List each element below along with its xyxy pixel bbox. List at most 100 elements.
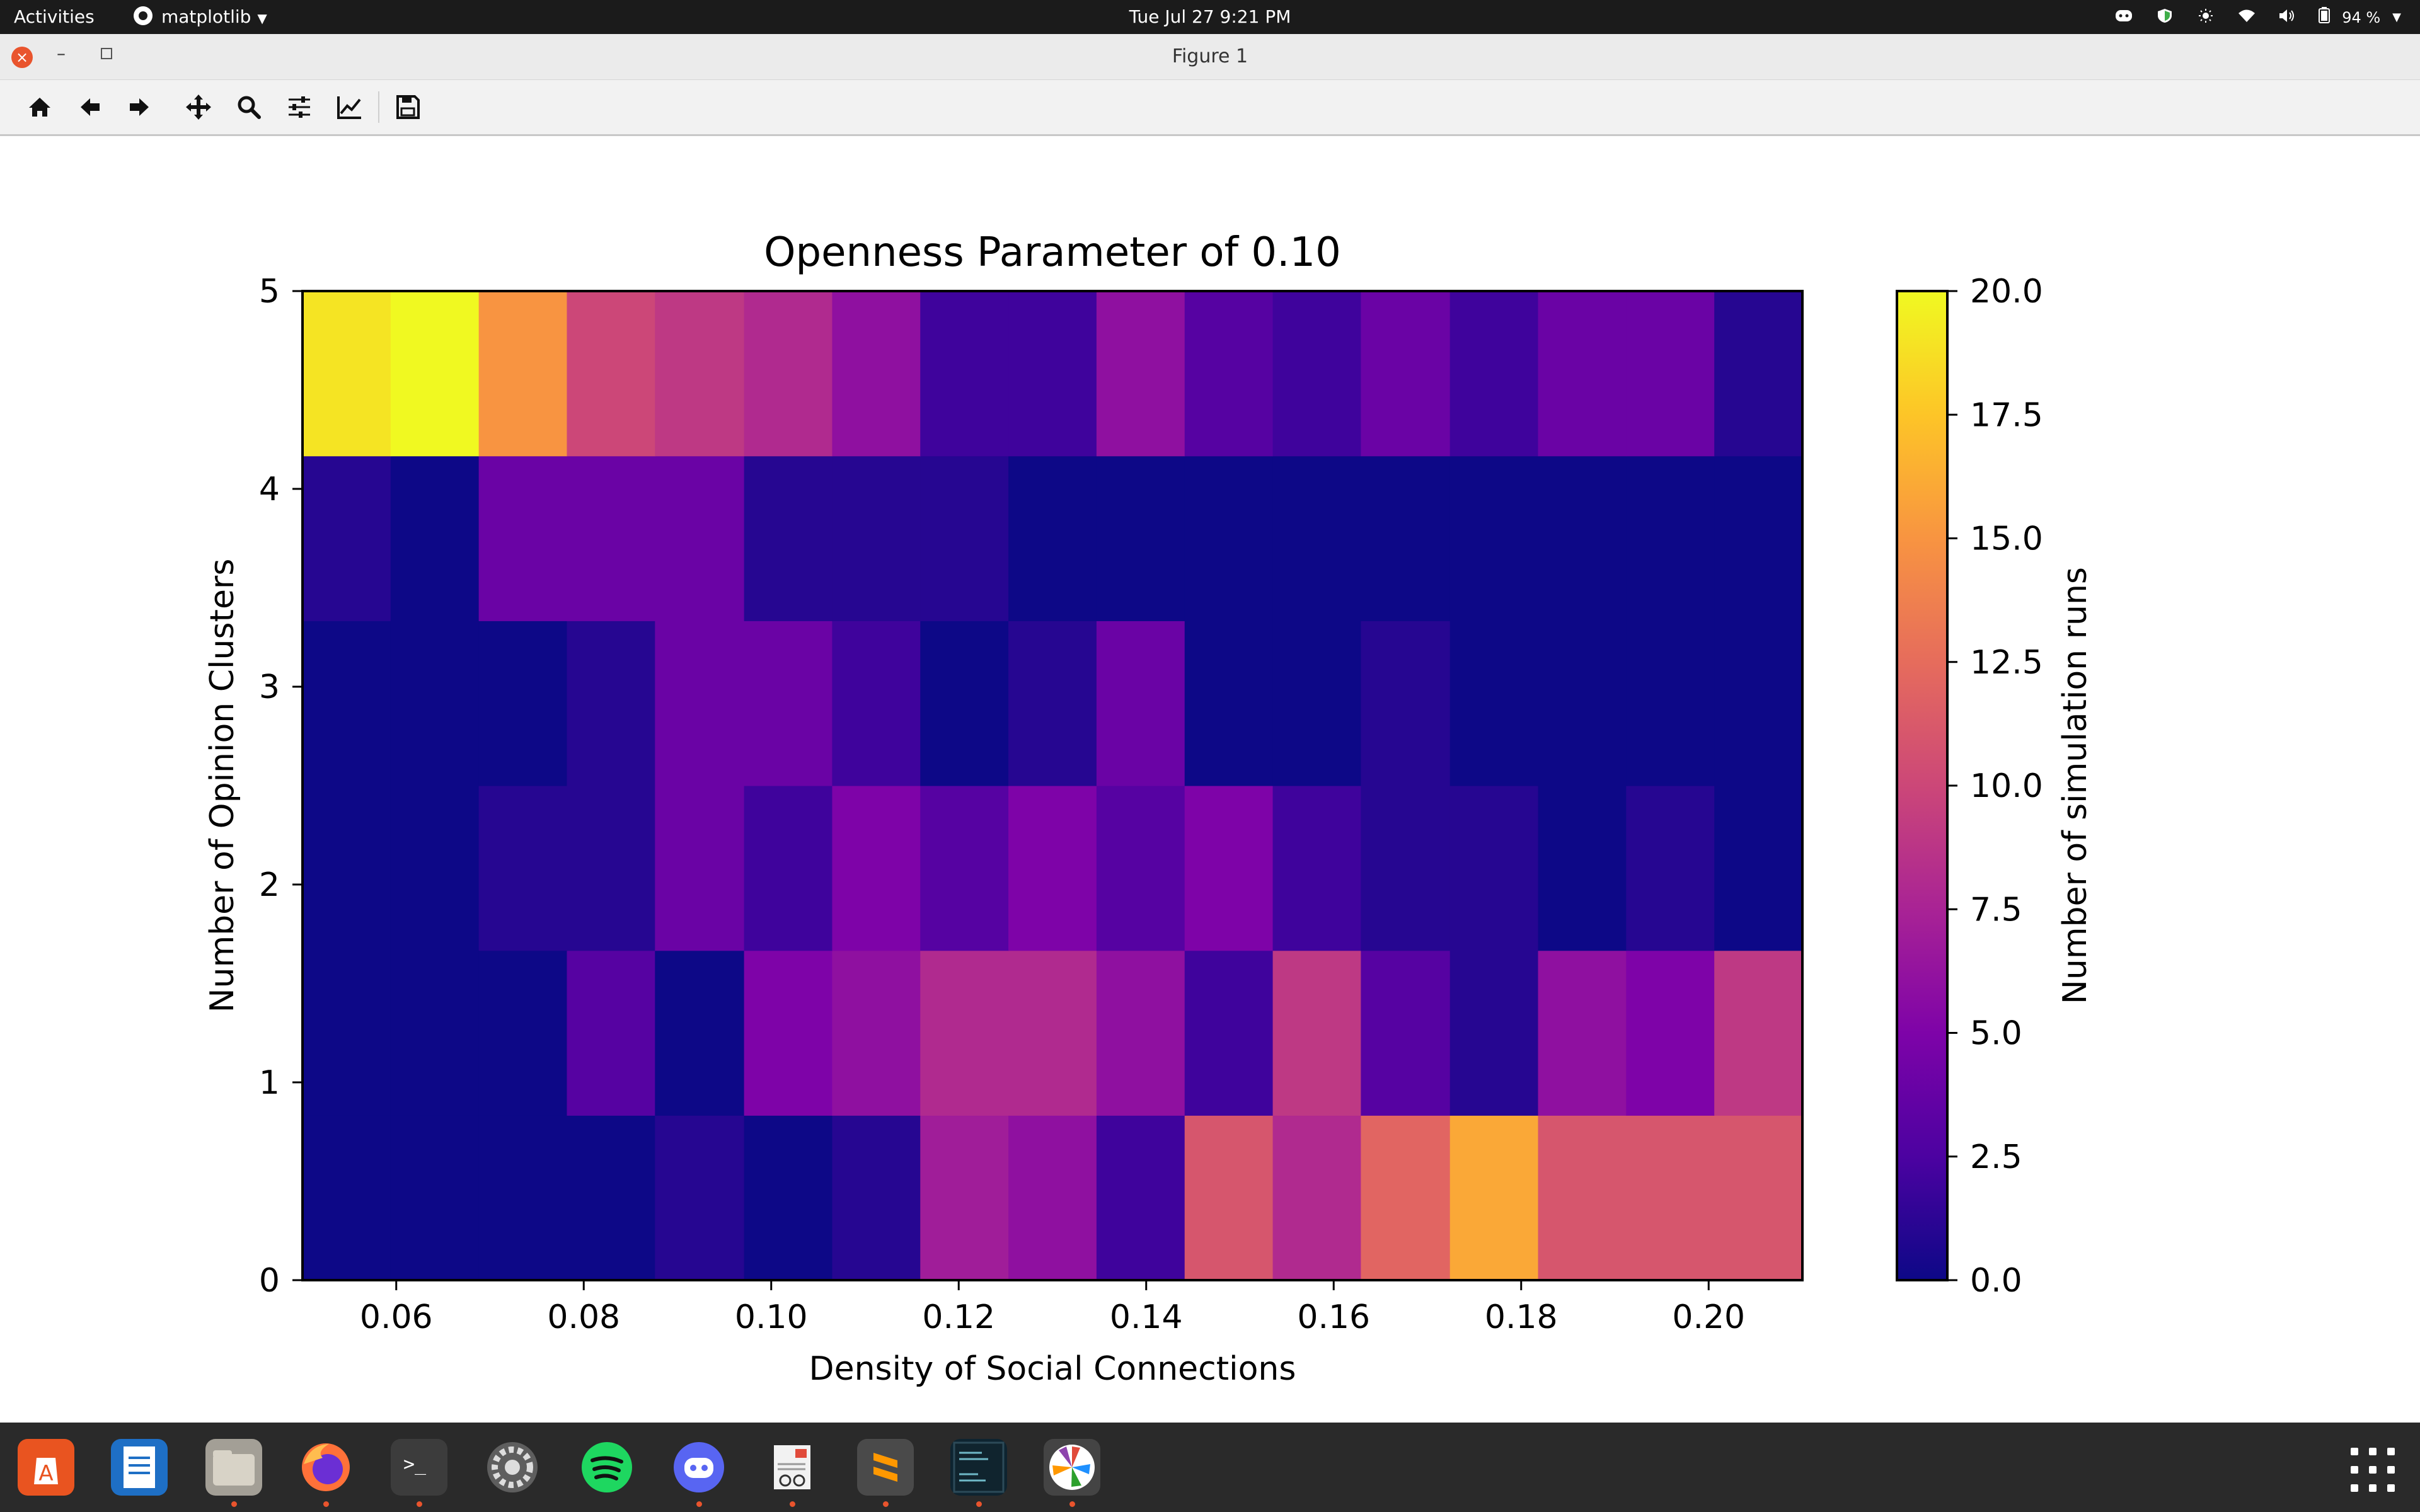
figure-canvas[interactable]: Openness Parameter of 0.10 0.06 0.08 0.10 0… [0,136,2420,1423]
spotify-icon[interactable] [579,1439,635,1496]
shield-icon[interactable] [2155,1,2174,35]
document-viewer-icon[interactable] [764,1439,821,1507]
heatmap-cell [567,291,655,457]
save-figure-icon[interactable] [393,93,422,122]
firefox-icon[interactable] [297,1439,354,1507]
system-tray[interactable]: 94 % ▼ [2098,0,2401,34]
close-window-button[interactable]: × [11,47,33,68]
chevron-down-icon: ▼ [257,11,267,26]
sublime-text-icon[interactable] [857,1439,914,1507]
heatmap-cell [920,950,1009,1116]
x-tick-label: 0.14 [1110,1298,1183,1336]
heatmap-cell [1449,455,1539,621]
heatmap-cell [1184,786,1274,951]
heatmap-cell [1096,1115,1185,1281]
heatmap-cell [1096,786,1185,951]
ubuntu-software-icon[interactable]: A [18,1439,74,1496]
heatmap-cell [1184,621,1274,786]
pan-move-icon[interactable] [184,93,213,122]
heatmap-cell [1538,786,1627,951]
heatmap-cell [478,786,568,951]
colorbar [1896,290,1949,1281]
app-menu-label: matplotlib [161,6,251,27]
heatmap-cell [390,950,480,1116]
heatmap-cell [567,1115,655,1281]
colorbar-tick-label: 20.0 [1970,273,2043,311]
y-tick-label: 2 [259,866,280,904]
edit-axes-icon[interactable] [335,93,364,122]
colorbar-tick-label: 10.0 [1970,767,2043,805]
heatmap-cell [302,786,391,951]
top-bar: Activities matplotlib ▼ Tue Jul 27 9:21 P… [0,0,2420,34]
window-title: Figure 1 [1172,45,1248,67]
chevron-down-icon[interactable]: ▼ [2392,11,2401,24]
heatmap-cell [390,291,480,457]
heatmap-cell [832,950,921,1116]
plot-frame [301,290,1804,1281]
app-menu[interactable]: matplotlib ▼ [134,0,267,34]
terminal-icon[interactable]: >_ [391,1439,447,1507]
window-title-bar[interactable]: × – Figure 1 [0,34,2420,80]
discord-icon[interactable] [671,1439,727,1507]
heatmap-cell [1538,291,1627,457]
heatmap-cell [1008,455,1097,621]
heatmap-cell [1008,786,1097,951]
forward-arrow-icon[interactable] [125,93,154,122]
heatmap-cell [390,455,480,621]
heatmap-cell [832,1115,921,1281]
colorbar-tick-label: 17.5 [1970,396,2043,434]
heatmap-cell [920,291,1009,457]
y-tick-label: 3 [259,668,280,706]
heatmap-cell [1008,291,1097,457]
matplotlib-app-icon [134,6,153,25]
back-arrow-icon[interactable] [76,93,105,122]
brightness-icon[interactable] [2196,1,2215,35]
heatmap-cell [1272,950,1361,1116]
discord-tray-icon[interactable] [2114,1,2133,35]
heatmap-cell [302,950,391,1116]
heatmap-cell [1096,621,1185,786]
heatmap-cell [567,950,655,1116]
activities-button[interactable]: Activities [14,6,95,27]
heatmap-cell [1626,455,1715,621]
heatmap-cell [1626,1115,1715,1281]
subplots-configure-icon[interactable] [285,93,314,122]
heatmap-cell [920,455,1009,621]
svg-text:>_: >_ [403,1453,427,1475]
volume-icon[interactable] [2278,1,2296,35]
heatmap-cell [1184,291,1274,457]
x-tick-label: 0.12 [922,1298,995,1336]
heatmap-cell [567,621,655,786]
libreoffice-writer-icon[interactable] [111,1439,168,1496]
battery-icon[interactable] [2319,1,2331,35]
heatmap-cell [832,621,921,786]
clock[interactable]: Tue Jul 27 9:21 PM [1129,6,1291,27]
settings-icon[interactable] [484,1439,541,1496]
wifi-icon[interactable] [2237,1,2256,35]
heatmap-cell [1449,950,1539,1116]
heatmap-cell [832,291,921,457]
heatmap-chart[interactable]: Openness Parameter of 0.10 0.06 0.08 0.10 0… [0,136,2420,1423]
home-icon[interactable] [25,93,54,122]
heatmap-cell [1626,621,1715,786]
zoom-magnifier-icon[interactable] [234,93,263,122]
heatmap-cell [1626,786,1715,951]
heatmap-cell [1361,1115,1451,1281]
svg-text:A: A [38,1461,53,1486]
x-tick-label: 0.16 [1297,1298,1370,1336]
files-icon[interactable] [205,1439,262,1507]
maximize-window-button[interactable] [101,48,112,59]
minimize-window-button[interactable]: – [57,43,66,64]
heatmap-cell [567,786,655,951]
show-applications-icon[interactable] [2351,1448,2395,1492]
code-terminal-icon[interactable] [950,1439,1007,1507]
heatmap-cell [478,621,568,786]
y-tick-label: 1 [259,1064,280,1102]
heatmap-cell [1272,455,1361,621]
y-tick-label: 5 [259,273,280,311]
heatmap-cell [655,621,745,786]
heatmap-cell [478,1115,568,1281]
matplotlib-figure-icon[interactable] [1044,1439,1100,1507]
heatmap-cell [302,455,391,621]
colorbar-tick-label: 2.5 [1970,1138,2022,1176]
